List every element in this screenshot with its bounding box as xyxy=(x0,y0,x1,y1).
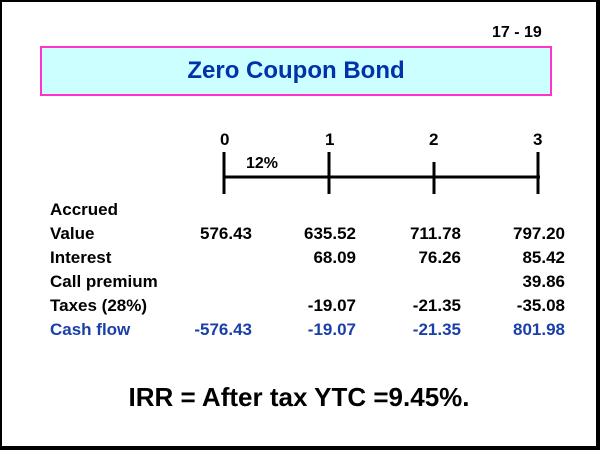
timeline-period-2: 2 xyxy=(429,130,439,149)
interest-cell: 68.09 xyxy=(313,248,356,267)
taxes-cell: -35.08 xyxy=(516,296,565,315)
value-cell: 576.43 xyxy=(200,224,252,243)
slide-number: 17 - 19 xyxy=(492,24,542,41)
cash-flow-cell: -19.07 xyxy=(307,320,356,339)
row-label-interest: Interest xyxy=(50,248,112,267)
accrued-label: Accrued xyxy=(50,200,119,219)
cash-flow-cell: 801.98 xyxy=(513,320,565,339)
value-cell: 711.78 xyxy=(409,224,461,243)
taxes-cell: -21.35 xyxy=(412,296,461,315)
cash-flow-cell: -576.43 xyxy=(194,320,252,339)
timeline-period-0: 0 xyxy=(220,130,230,149)
slide: 17 - 19 Zero Coupon Bond 0 1 2 3 12% Acc… xyxy=(2,2,596,446)
interest-cell: 76.26 xyxy=(418,248,461,267)
slide-title: Zero Coupon Bond xyxy=(187,57,405,84)
row-label-call-premium: Call premium xyxy=(50,272,158,291)
timeline-period-1: 1 xyxy=(325,130,335,149)
row-label-taxes: Taxes (28%) xyxy=(50,296,148,315)
row-label-value: Value xyxy=(50,224,95,243)
timeline-rate: 12% xyxy=(246,155,279,172)
taxes-cell: -19.07 xyxy=(307,296,356,315)
call-premium-cell: 39.86 xyxy=(522,272,565,291)
timeline xyxy=(222,152,540,194)
row-label-cash-flow: Cash flow xyxy=(50,320,131,339)
title-box: Zero Coupon Bond xyxy=(40,46,552,96)
interest-cell: 85.42 xyxy=(522,248,565,267)
timeline-period-3: 3 xyxy=(533,130,543,149)
cash-flow-cell: -21.35 xyxy=(412,320,461,339)
value-cell: 635.52 xyxy=(304,224,356,243)
value-cell: 797.20 xyxy=(513,224,565,243)
irr-conclusion: IRR = After tax YTC =9.45%. xyxy=(128,382,470,412)
